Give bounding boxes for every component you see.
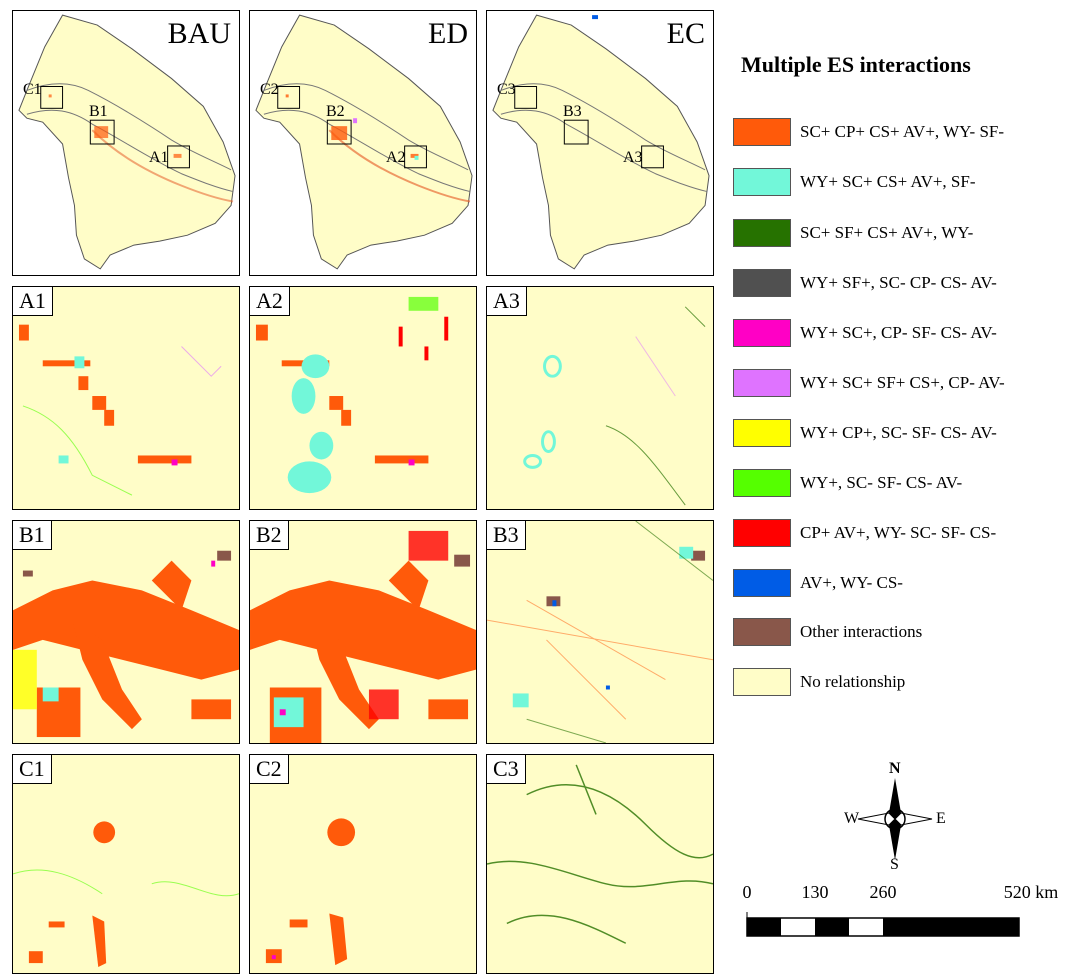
legend-item: WY+ SC+, CP- SF- CS- AV-	[733, 318, 997, 348]
region-outline	[18, 14, 236, 270]
scenario-label: EC	[666, 17, 705, 50]
legend-title: Multiple ES interactions	[741, 52, 971, 77]
compass-s: S	[890, 856, 899, 873]
compass-e: E	[936, 810, 946, 827]
inset-label-c: C3	[497, 81, 516, 98]
legend-swatch	[733, 618, 791, 646]
legend-swatch	[733, 569, 791, 597]
inset-label-c: C1	[23, 81, 42, 98]
panel-label: B2	[250, 521, 289, 550]
detail-map-c3: C3	[486, 754, 714, 974]
panel-label: C1	[13, 755, 52, 784]
inset-label-b: B2	[326, 103, 345, 120]
legend-swatch	[733, 168, 791, 196]
legend-swatch	[733, 118, 791, 146]
legend-swatch	[733, 219, 791, 247]
overview-map-bau: BAU C1 B1 A1	[12, 10, 240, 276]
scale-tick-520: 520 km	[1003, 882, 1059, 902]
scale-bar-graphic	[746, 912, 1020, 937]
legend-swatch	[733, 369, 791, 397]
panel-label: A1	[13, 287, 53, 316]
legend-item: No relationship	[733, 667, 905, 697]
legend-swatch	[733, 419, 791, 447]
inset-label-a: A2	[386, 149, 406, 166]
legend-label: WY+ CP+, SC- SF- CS- AV-	[800, 423, 997, 442]
scale-tick-260: 260	[869, 882, 897, 902]
legend-swatch	[733, 319, 791, 347]
panel-label: A3	[487, 287, 527, 316]
legend-swatch	[733, 469, 791, 497]
region-outline	[255, 14, 473, 270]
legend-item: AV+, WY- CS-	[733, 568, 903, 598]
detail-map-b1: B1	[12, 520, 240, 744]
legend-swatch	[733, 668, 791, 696]
legend-item: CP+ AV+, WY- SC- SF- CS-	[733, 518, 996, 548]
legend-item: WY+ SF+, SC- CP- CS- AV-	[733, 268, 997, 298]
detail-map-c1: C1	[12, 754, 240, 974]
detail-map-patches	[13, 550, 239, 738]
panel-label: A2	[250, 287, 290, 316]
north-arrow: N S W E	[840, 760, 950, 874]
inset-label-b: B1	[89, 103, 108, 120]
overview-map-ec: EC C3 B3 A3	[486, 10, 714, 276]
legend-label: WY+ SC+, CP- SF- CS- AV-	[800, 323, 997, 342]
detail-map-patches	[487, 521, 713, 743]
compass-rose-icon	[857, 778, 933, 860]
detail-map-a2: A2	[249, 286, 477, 510]
panel-label: B3	[487, 521, 526, 550]
region-outline	[492, 14, 710, 270]
legend-item: Other interactions	[733, 617, 922, 647]
detail-map-a1: A1	[12, 286, 240, 510]
legend-label: WY+ SC+ CS+ AV+, SF-	[800, 172, 976, 191]
panel-label: C2	[250, 755, 289, 784]
legend-label: No relationship	[800, 672, 906, 691]
legend-item: SC+ SF+ CS+ AV+, WY-	[733, 218, 973, 248]
legend-item: SC+ CP+ CS+ AV+, WY- SF-	[733, 117, 1004, 147]
legend-item: WY+ SC+ CS+ AV+, SF-	[733, 167, 976, 197]
detail-map-a3: A3	[486, 286, 714, 510]
legend-label: AV+, WY- CS-	[800, 573, 903, 592]
legend-swatch	[733, 519, 791, 547]
compass-n: N	[889, 760, 901, 777]
detail-map-patches	[13, 821, 239, 968]
overview-map-ed: ED C2 B2 A2	[249, 10, 477, 276]
scenario-label: ED	[428, 17, 468, 50]
detail-map-patches	[255, 296, 449, 494]
panel-label: B1	[13, 521, 52, 550]
detail-map-patches	[487, 764, 713, 944]
compass-w: W	[844, 810, 860, 827]
legend-item: WY+ CP+, SC- SF- CS- AV-	[733, 418, 997, 448]
scenario-label: BAU	[167, 17, 231, 50]
detail-map-b3: B3	[486, 520, 714, 744]
legend-label: WY+ SC+ SF+ CS+, CP- AV-	[800, 373, 1005, 392]
scale-bar: 0 130 260 520 km	[735, 882, 1065, 942]
panel-label: C3	[487, 755, 526, 784]
inset-label-b: B3	[563, 103, 582, 120]
detail-map-b2: B2	[249, 520, 477, 744]
scale-tick-0: 0	[742, 882, 752, 902]
scale-tick-130: 130	[801, 882, 829, 902]
legend-item: WY+, SC- SF- CS- AV-	[733, 468, 962, 498]
legend-item: WY+ SC+ SF+ CS+, CP- AV-	[733, 368, 1005, 398]
legend-label: SC+ CP+ CS+ AV+, WY- SF-	[800, 122, 1005, 141]
detail-map-patches	[18, 324, 222, 496]
inset-label-a: A3	[623, 149, 643, 166]
legend-swatch	[733, 269, 791, 297]
legend-label: WY+ SF+, SC- CP- CS- AV-	[800, 273, 997, 292]
legend-label: Other interactions	[800, 622, 923, 641]
detail-map-patches	[523, 306, 706, 506]
inset-label-a: A1	[149, 149, 169, 166]
legend-label: CP+ AV+, WY- SC- SF- CS-	[800, 523, 997, 542]
inset-label-c: C2	[260, 81, 279, 98]
detail-map-c2: C2	[249, 754, 477, 974]
detail-map-patches	[250, 530, 476, 743]
legend-label: WY+, SC- SF- CS- AV-	[800, 473, 963, 492]
detail-map-patches	[265, 818, 356, 966]
legend-label: SC+ SF+ CS+ AV+, WY-	[800, 223, 974, 242]
